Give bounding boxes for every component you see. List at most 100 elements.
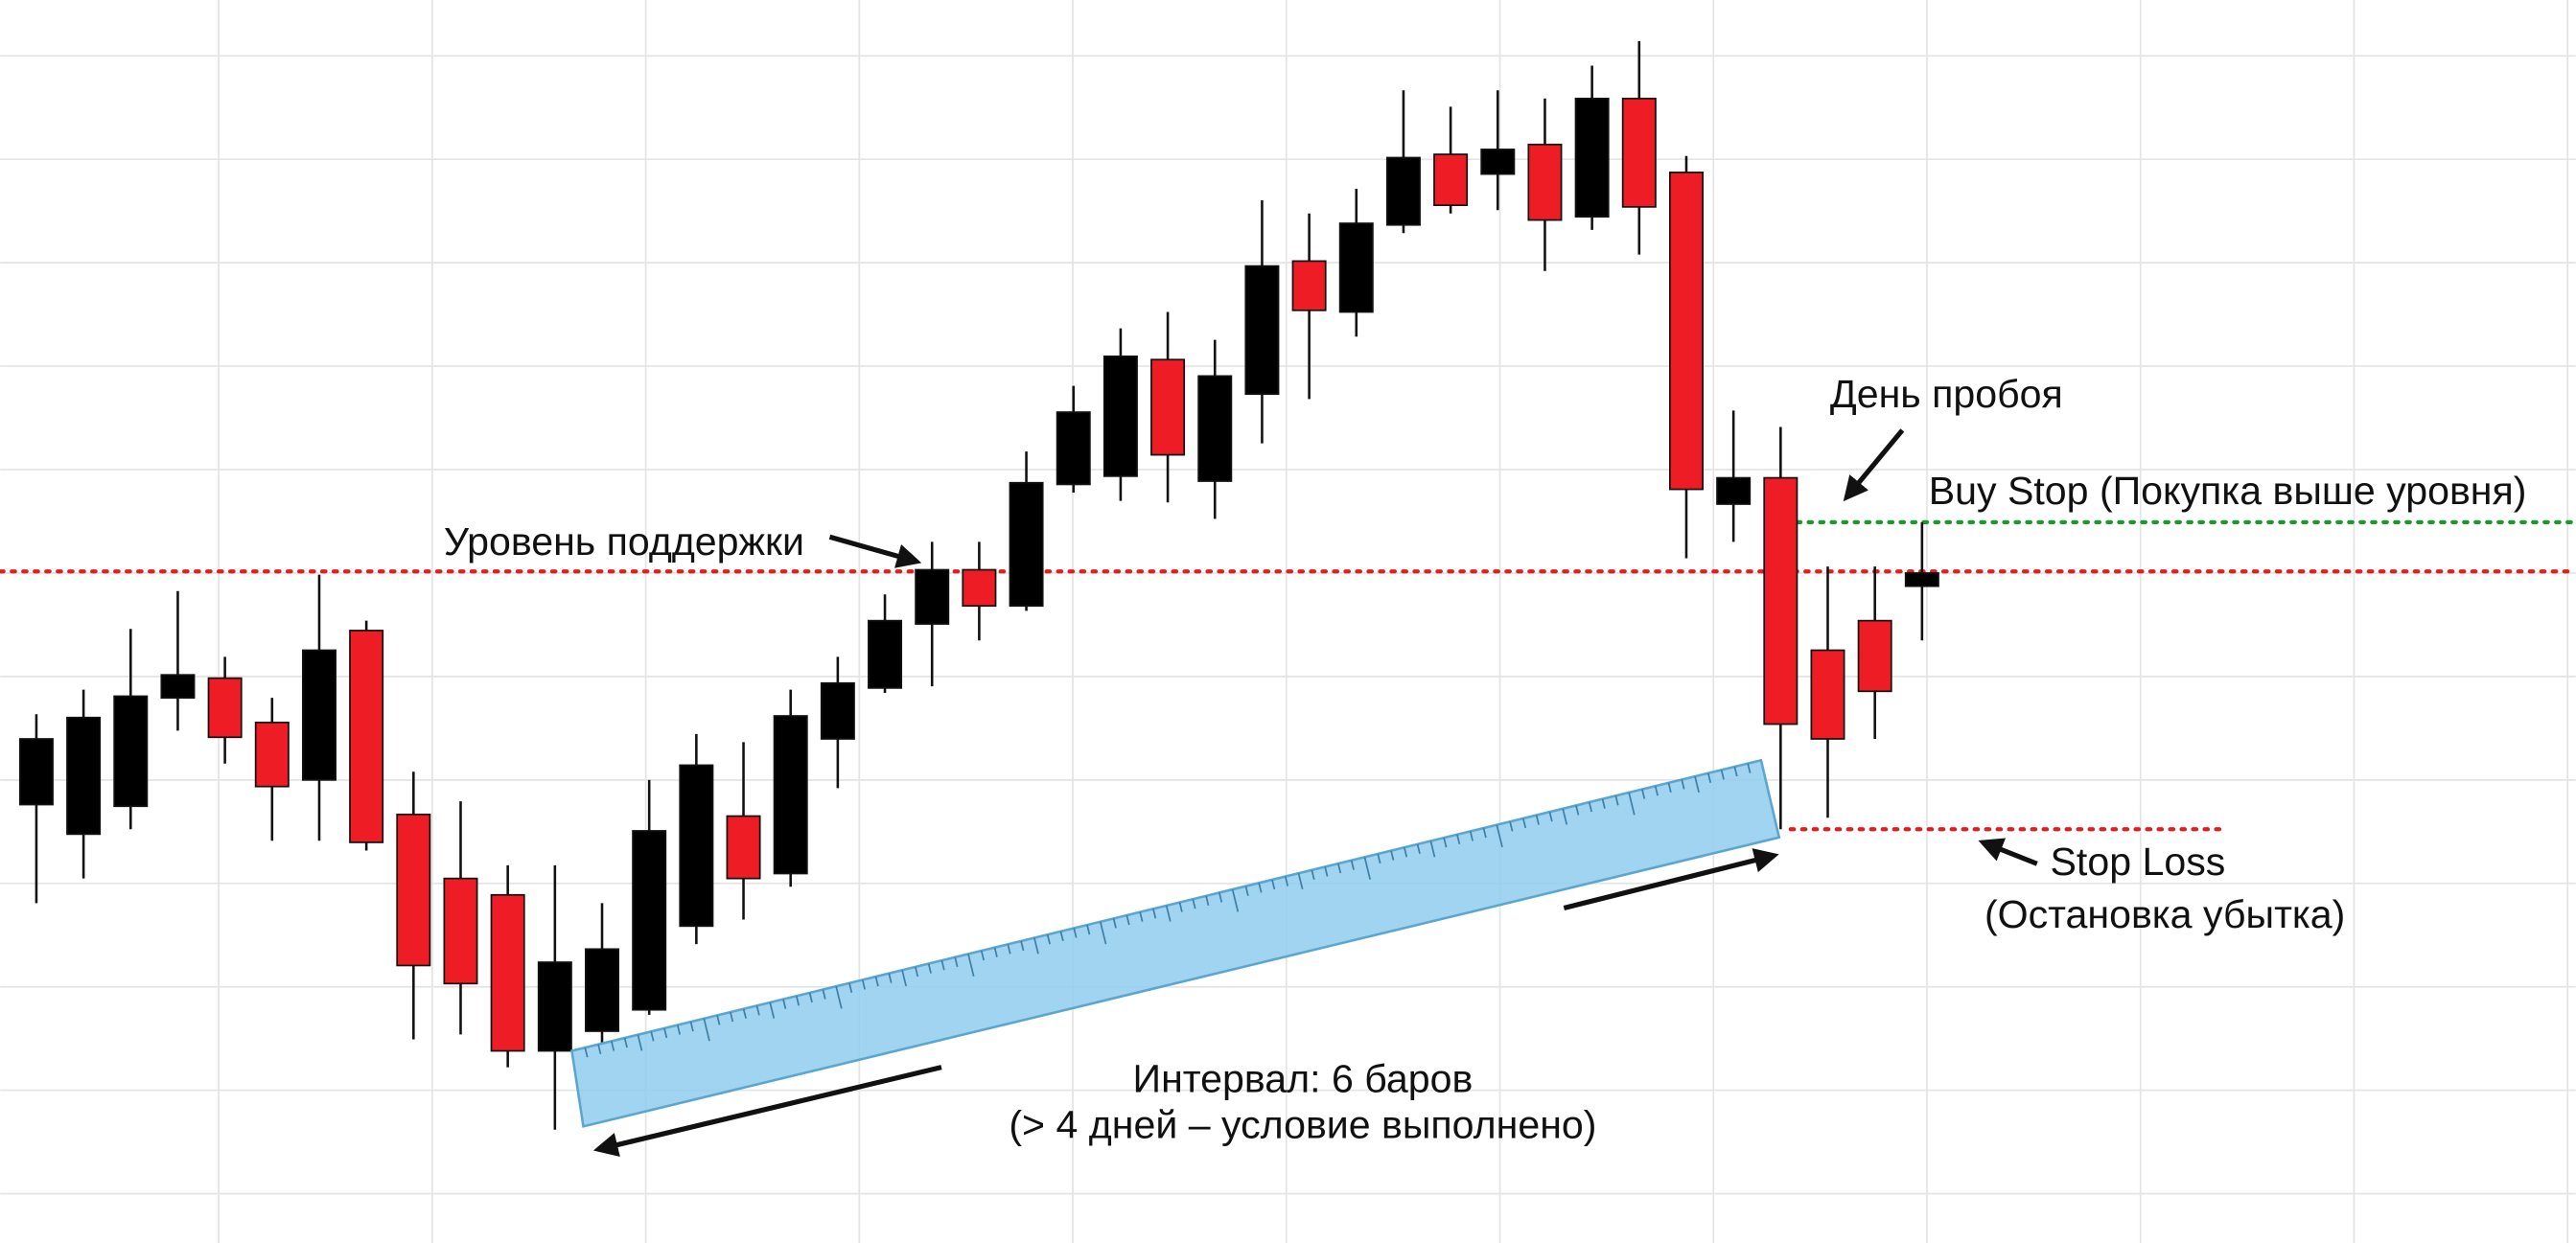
candle-body [113,695,149,808]
annotation: День пробоя [1830,372,2063,416]
candle-body [915,568,950,625]
candles [18,40,1939,1130]
candle-body [1810,649,1845,740]
ruler-tick [927,963,932,974]
ruler-tick [1099,921,1107,945]
ruler-tick [1403,847,1408,858]
candle-body [773,715,808,875]
arrow [1563,848,1779,910]
annotation: Интервал: 6 баров [1133,1056,1474,1100]
ruler-tick [1284,876,1289,886]
candle-body [820,681,855,740]
ruler-tick [610,1041,615,1051]
annotation: Уровень поддержки [444,519,804,564]
annotation: (> 4 дней – условие выполнено) [1009,1102,1596,1146]
candle-body [1904,572,1939,587]
candle-body [1763,476,1799,725]
candle-body [160,674,196,700]
ruler-tick [1020,940,1025,952]
candle-body [1574,97,1610,219]
ruler-tick [663,1027,668,1039]
candle-body [632,830,667,1011]
ruler-tick [1324,866,1329,877]
ruler-tick [848,982,853,993]
ruler-tick [1522,817,1527,829]
candle-body [1244,265,1280,396]
ruler-tick [835,985,843,1009]
ruler-tick [1033,937,1039,955]
ruler-tick [1482,827,1487,839]
candle-body [1150,358,1186,456]
ruler-tick [1706,772,1712,783]
candle-body [443,877,478,985]
ruler-tick [1496,824,1503,848]
ruler-tick [1390,850,1395,861]
ruler-tick [1416,843,1421,855]
ruler-tick [1086,924,1091,935]
ruler-tick [1469,831,1474,841]
ruler-tick [623,1037,628,1048]
ruler-tick [1614,795,1619,806]
candle-body [1197,375,1233,482]
ruler-tick [1377,853,1381,864]
ruler-tick [1258,883,1263,893]
ruler-tick [1244,886,1249,896]
candle-body [1857,619,1892,693]
ruler-tick [703,1018,710,1042]
ruler-tick [1667,782,1672,794]
ruler-tick [742,1008,747,1019]
candle-body [585,948,619,1032]
ruler-tick [1165,905,1172,922]
candle-body [396,813,431,967]
ruler-tick [1059,931,1064,942]
candle-body [1291,260,1327,311]
candle-body [1668,172,1704,491]
ruler-tick [650,1031,655,1042]
ruler-tick [1205,895,1210,906]
candle-body [537,961,572,1052]
annotation: Buy Stop (Покупка выше уровня) [1929,469,2527,513]
ruler-tick [1218,892,1223,903]
ruler-tick [1747,763,1752,773]
ruler-tick [1046,934,1051,945]
ruler-tick [915,966,919,978]
ruler-tick [1641,789,1646,799]
ruler-tick [1694,775,1700,793]
ruler-tick [1297,873,1304,890]
ruler-tick [861,979,866,990]
ruler-tick [954,956,959,968]
ruler-tick [730,1011,734,1023]
candle-body [254,722,290,788]
ruler-tick [993,947,998,957]
ruler-tick [901,970,907,987]
candle-body [1338,222,1374,313]
ruler-tick [822,989,826,1000]
ruler-tick [1139,911,1144,922]
ruler-tick [1192,898,1196,909]
candle-body [1009,481,1044,608]
ruler-tick [1733,766,1738,777]
ruler-tick [795,996,801,1006]
ruler-tick [676,1024,682,1035]
ruler-tick [1231,888,1240,912]
candle-body [679,764,714,928]
candle-body [66,716,102,836]
ruler-tick [940,959,945,971]
candle-body [1433,153,1469,207]
ruler-tick [1126,914,1130,926]
ruler-tick [584,1047,589,1058]
ruler-tick [716,1015,721,1025]
ruler-tick [1628,792,1636,816]
ruler-tick [1562,808,1568,825]
ruler-tick [1588,801,1593,813]
annotation: (Остановка убытка) [1984,892,2345,936]
ruler-tick [808,992,813,1003]
candle-body [1527,143,1563,221]
ruler-tick [1720,770,1725,780]
annotation: Stop Loss [2050,840,2225,884]
candle-body [1056,411,1091,486]
candle-body [1480,149,1516,175]
candle-body [1621,97,1657,208]
candle-body [1102,355,1138,477]
